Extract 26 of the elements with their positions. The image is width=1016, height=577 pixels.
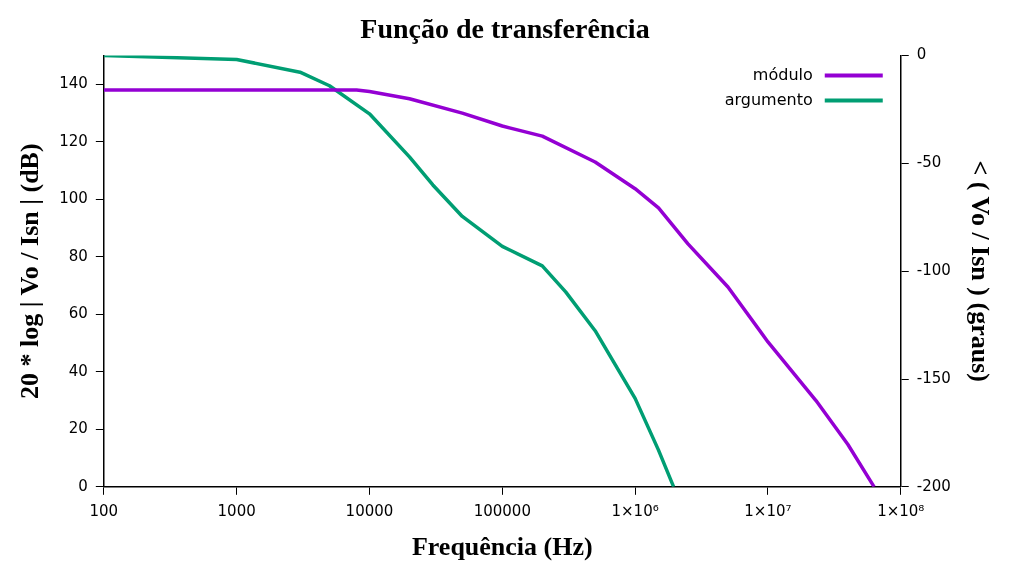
y2-tick-label: -50 bbox=[916, 153, 942, 172]
x-tick-label: 10000 bbox=[345, 501, 394, 520]
legend-label: argumento bbox=[724, 89, 813, 109]
y-tick-label: 100 bbox=[59, 189, 88, 208]
y-tick-label: 80 bbox=[68, 246, 88, 265]
y-axis-title: 20 * log | Vo / Isn | (dB) bbox=[15, 143, 45, 400]
x-axis-title: Frequência (Hz) bbox=[411, 532, 593, 562]
x-tick-label: 1×10⁶ bbox=[611, 501, 659, 520]
y2-tick-label: 0 bbox=[916, 45, 927, 64]
x-tick-label: 1×10⁷ bbox=[744, 501, 792, 520]
x-tick-label: 100000 bbox=[473, 501, 531, 520]
y-tick-label: 120 bbox=[59, 131, 88, 150]
x-tick-label: 1×10⁸ bbox=[877, 501, 925, 520]
y-tick-label: 60 bbox=[68, 304, 88, 323]
y-tick-label: 140 bbox=[59, 74, 88, 93]
y-tick-label: 20 bbox=[68, 419, 88, 438]
y2-axis-title: < ( Vo / Isn ) (graus) bbox=[965, 160, 995, 382]
y2-tick-label: -200 bbox=[916, 476, 951, 495]
x-tick-label: 1000 bbox=[217, 501, 256, 520]
y2-tick-label: -100 bbox=[916, 261, 951, 280]
chart-title: Função de transferência bbox=[360, 13, 650, 45]
y-tick-label: 0 bbox=[78, 476, 88, 495]
legend-label: módulo bbox=[752, 64, 813, 84]
x-tick-label: 100 bbox=[89, 501, 119, 520]
y-tick-label: 40 bbox=[68, 361, 88, 380]
y2-tick-label: -150 bbox=[916, 368, 951, 387]
